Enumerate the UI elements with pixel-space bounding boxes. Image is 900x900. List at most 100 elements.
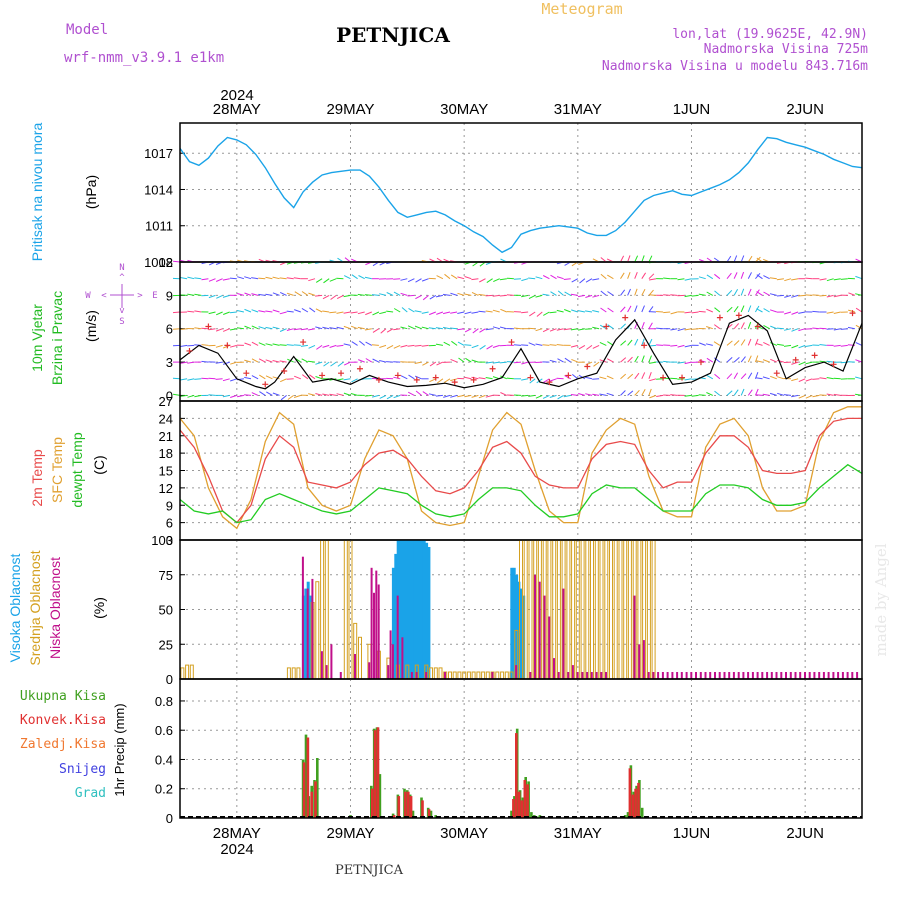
wind-arrow [733,323,740,330]
total-precip-bar [304,734,308,818]
bottom-day-labels: 28MAY 29MAY 30MAY 31MAY 1JUN 2JUN [213,825,824,842]
low-cloud-bar [415,672,418,679]
wind-arrow [336,294,344,300]
wind-arrow [309,374,316,380]
wind-arrow [465,357,472,363]
wind-arrow [656,344,664,346]
cloud-ytick-label: 25 [159,637,173,652]
high-cloud-bar [391,567,395,679]
wind-arrow [478,310,486,313]
wind-arrow [308,344,316,349]
wind-arrow [414,310,422,313]
conv-precip-bar [515,733,518,818]
wind-arrow [315,376,323,380]
wind-arrow [620,373,627,380]
wind-gust-point [413,376,420,383]
wind-arrow [585,310,593,313]
top-day-label: 28MAY [213,101,261,118]
wind-arrow [500,308,507,313]
wind-gust-point [262,381,269,388]
wind-arrow [421,344,429,347]
temp-ylabel-line3: dewpt Temp [69,432,85,507]
wind-arrow [358,359,365,363]
wind-arrow [457,341,465,346]
wind-arrow [763,291,770,296]
wind-arrow [244,325,252,330]
low-cloud-bar [756,672,759,679]
wind-arrow [372,358,380,363]
low-cloud-bar [529,672,532,679]
wind-arrow [499,278,507,281]
wind-arrow [442,293,451,296]
wind-arrow [435,327,443,330]
wind-arrow [322,310,330,313]
wind-arrow [755,360,763,363]
wind-arrow [279,344,287,346]
wind-arrow [570,344,578,348]
wind-arrow [464,311,472,315]
wind-arrow [301,358,309,363]
wind-arrow [322,344,330,348]
wind-arrow [570,328,578,331]
wind-arrow [429,294,437,300]
wind-arrow [634,355,639,363]
low-cloud-bar [657,672,660,679]
wind-arrow [769,392,777,396]
wind-arrow [486,344,493,350]
wind-arrow [726,272,732,280]
cloud-ylabel-line2: Srednja Oblacnost [27,550,43,665]
wind-arrow [187,394,195,398]
wind-arrow [798,394,806,399]
temperature-ytick-label: 18 [159,446,173,461]
wind-gust-point [224,342,231,349]
wind-arrow [571,374,579,380]
wind-arrow [677,278,685,281]
wind-arrow [493,278,500,283]
wind-arrow [364,276,372,280]
mid-cloud-bar [609,539,613,680]
wind-arrow [529,311,536,317]
mid-cloud-bar [448,671,452,680]
low-cloud-bar [718,672,721,679]
wind-arrow [649,278,657,281]
temperature-ytick-label: 27 [159,394,173,409]
low-cloud-bar [714,672,716,679]
mid-cloud-bar [504,671,509,680]
wind-arrow [407,391,415,396]
wind-arrow [350,393,358,396]
wind-gust-point [470,376,477,383]
wind-arrow [251,358,259,363]
cloud-ytick-label: 50 [159,603,173,618]
wind-arrow [343,392,351,396]
conv-precip-bar [310,791,313,818]
wind-arrow [436,361,444,366]
wind-arrow [272,276,280,280]
high-cloud-bar [425,542,429,679]
wind-arrow [627,390,634,396]
wind-marks [172,255,863,401]
wind-arrow [536,311,543,317]
wind-arrow [542,394,550,399]
wind-arrow [684,278,692,281]
wind-ytick-label: 3 [166,355,173,370]
mid-cloud-bar [566,539,571,680]
wind-arrow [726,340,733,346]
wind-arrow [521,294,529,298]
high-cloud-bar [420,540,424,679]
wind-arrow [180,277,188,280]
temp-ylabel-line1: 2m Temp [29,449,45,507]
wind-arrow [464,293,472,296]
wind-arrow [506,277,514,280]
wind-arrow [634,372,640,380]
wind-arrow [607,307,614,313]
wind-arrow [485,310,493,313]
low-cloud-bar [339,672,342,679]
wind-arrow [740,255,745,263]
wind-arrow [656,394,664,397]
wind-arrow [620,306,626,313]
wind-arrow [436,311,444,315]
pressure-marks [179,136,863,254]
wind-arrow [634,338,639,346]
dewpt-line [179,463,863,524]
wind-arrow [571,358,578,363]
